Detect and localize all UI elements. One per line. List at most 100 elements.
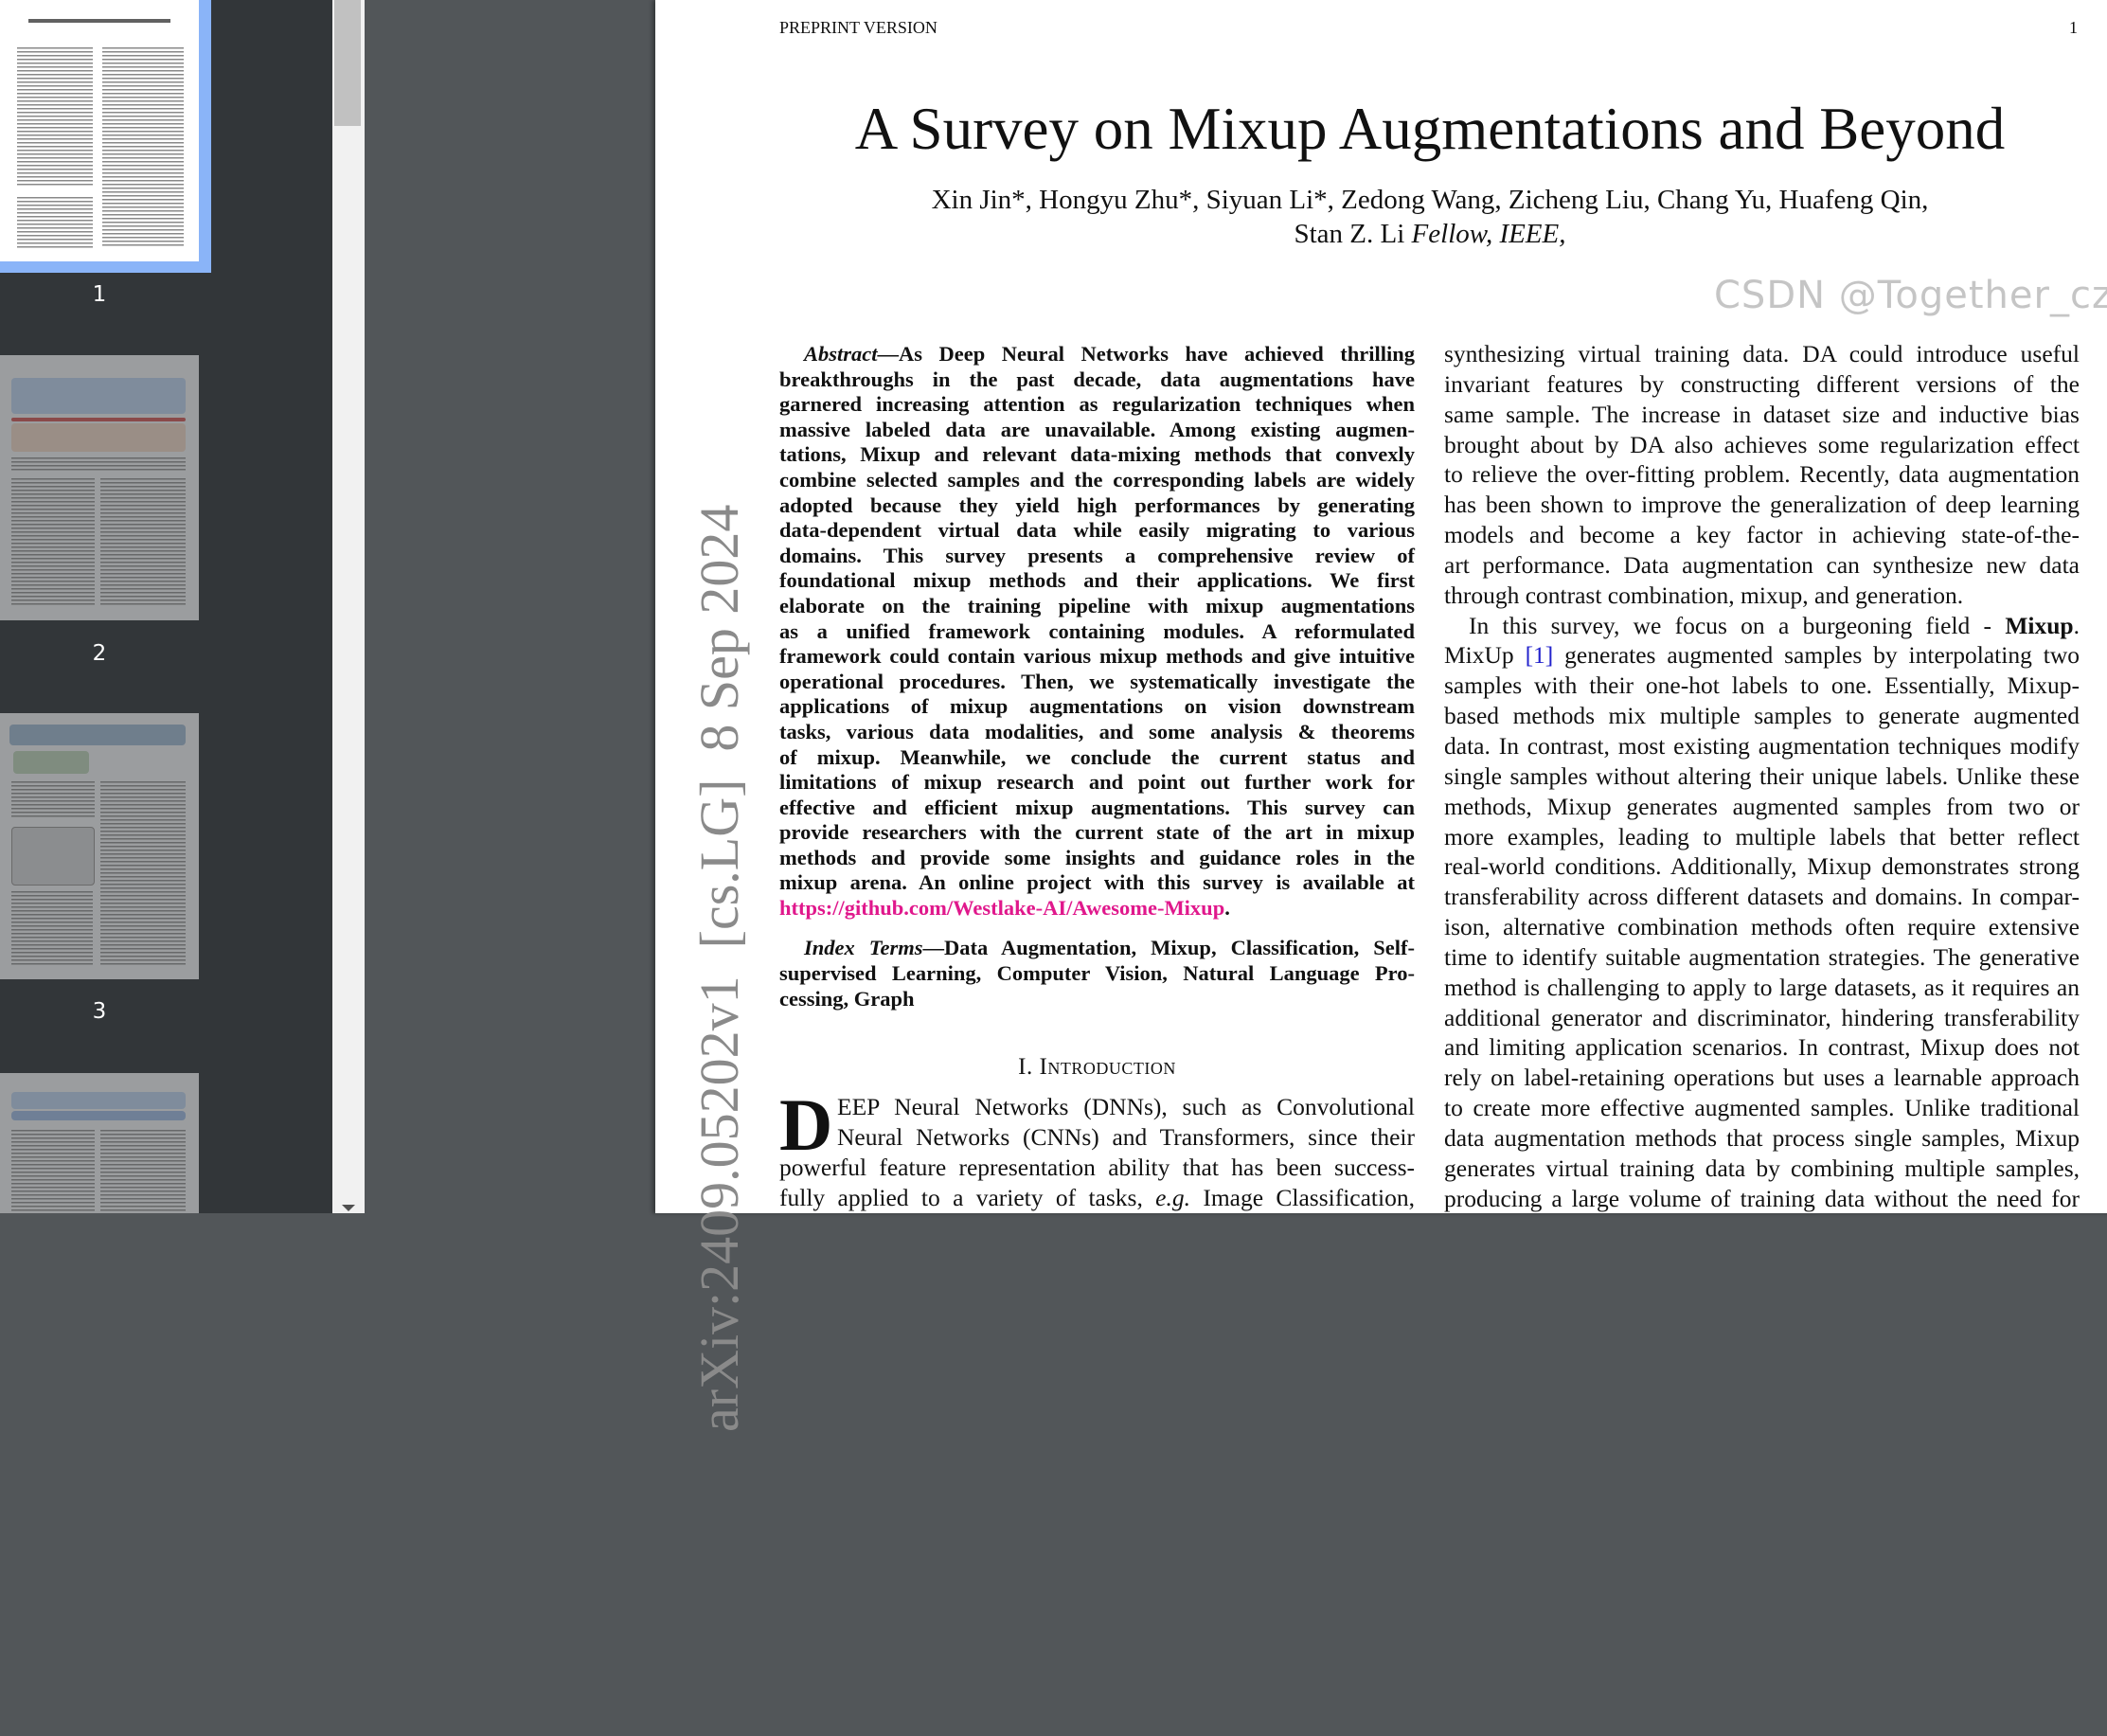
index-terms-text: —Data Augmentation, Mixup, Classificatio… <box>922 936 1416 959</box>
abstract-text: . <box>1224 896 1230 921</box>
index-terms-line: supervised Learning, Computer Vision, Na… <box>779 961 1415 985</box>
citation-link[interactable]: [1] <box>1525 641 1554 670</box>
abstract-line: effective and efficient mixup augmentati… <box>779 795 1415 819</box>
intro-line: EEP Neural Networks (DNNs), such as Conv… <box>837 1093 1415 1120</box>
abstract-line: limitations of mixup research and point … <box>779 770 1415 795</box>
body-line: In this survey, we focus on a burgeoning… <box>1444 611 2080 641</box>
abstract-line: provide researchers with the current sta… <box>779 820 1415 845</box>
intro-text-italic: e.g. <box>1155 1184 1190 1211</box>
abstract-line: tations, Mixup and relevant data-mixing … <box>779 442 1415 467</box>
intro-text: fully applied to a variety of tasks, <box>779 1184 1156 1211</box>
body-line: additional generator and discriminator, … <box>1444 1003 2080 1031</box>
index-terms: Index Terms—Data Augmentation, Mixup, Cl… <box>779 935 1415 1011</box>
body-line: to relieve the over-fitting problem. Rec… <box>1444 460 2080 489</box>
abstract: Abstract—As Deep Neural Networks have ac… <box>779 342 1415 922</box>
abstract-label: Abstract <box>804 342 878 366</box>
abstract-line: foundational mixup methods and their app… <box>779 568 1415 593</box>
body-line: data augmentation methods that process s… <box>1444 1123 2080 1152</box>
author-affiliation: Fellow, IEEE, <box>1411 219 1566 249</box>
abstract-line: breakthroughs in the past decade, data a… <box>779 367 1415 391</box>
thumbnail-label: 3 <box>92 999 107 1024</box>
abstract-line: domains. This survey presents a comprehe… <box>779 543 1415 567</box>
authors-line-1: Xin Jin*, Hongyu Zhu*, Siyuan Li*, Zedon… <box>931 185 1929 215</box>
body-text: MixUp <box>1444 641 1526 670</box>
abstract-line-group: breakthroughs in the past decade, data a… <box>779 367 1415 896</box>
intro-text: Image Classification, <box>1189 1184 1415 1211</box>
body-line: methods, Mixup generates augmented sampl… <box>1444 792 2080 820</box>
abstract-line: mixup arena. An online project with this… <box>779 870 1415 895</box>
body-line: rely on label-retaining operations but u… <box>1444 1064 2080 1092</box>
thumbnail-page-1[interactable] <box>0 0 199 261</box>
page-number: 1 <box>2069 18 2078 37</box>
sidebar-scrollbar[interactable] <box>332 0 365 1213</box>
scroll-down-arrow-icon[interactable] <box>342 1205 355 1211</box>
body-line: models and become a key factor in achiev… <box>1444 521 2080 549</box>
body-line: single samples without altering their un… <box>1444 761 2080 790</box>
right-column-text: synthesizing virtual training data. DA c… <box>1444 339 2080 1213</box>
body-line: to create more effective augmented sampl… <box>1444 1094 2080 1122</box>
abstract-line: methods and provide some insights and gu… <box>779 845 1415 869</box>
abstract-text: —As Deep Neural Networks have achieved t… <box>877 342 1415 366</box>
body-text: In this survey, we focus on a burgeoning… <box>1469 611 2006 639</box>
project-link[interactable]: https://github.com/Westlake-AI/Awesome-M… <box>779 896 1225 921</box>
paper-title: A Survey on Mixup Augmentations and Beyo… <box>854 96 2006 162</box>
abstract-line: applications of mixup augmentations on v… <box>779 694 1415 719</box>
body-line: samples with their one-hot labels to one… <box>1444 671 2080 700</box>
body-line: transferability across different dataset… <box>1444 883 2080 911</box>
body-line: and limiting application scenarios. In c… <box>1444 1033 2080 1062</box>
intro-line: Neural Networks (CNNs) and Transformers,… <box>837 1123 1415 1151</box>
thumbnail-sidebar: 1 2 3 <box>0 0 332 1213</box>
watermark: CSDN @Together_cz <box>1714 274 2107 317</box>
index-terms-line: cessing, Graph <box>779 987 915 1011</box>
body-text: generates augmented samples by interpola… <box>1553 641 2080 670</box>
abstract-line: garnered increasing attention as regular… <box>779 392 1415 417</box>
abstract-line: data-dependent virtual data while easily… <box>779 518 1415 543</box>
abstract-line: as a unified framework containing module… <box>779 618 1415 643</box>
body-line: real-world conditions. Additionally, Mix… <box>1444 852 2080 881</box>
body-line: ison, alternative combination methods of… <box>1444 913 2080 941</box>
abstract-line: framework could contain various mixup me… <box>779 644 1415 669</box>
abstract-line: elaborate on the training pipeline with … <box>779 593 1415 617</box>
thumbnail-page-4[interactable] <box>0 1073 199 1213</box>
abstract-line: tasks, various data modalities, and some… <box>779 719 1415 743</box>
body-line: invariant features by constructing diffe… <box>1444 369 2080 398</box>
body-line: same sample. The increase in dataset siz… <box>1444 400 2080 428</box>
body-line: based methods mix multiple samples to ge… <box>1444 702 2080 730</box>
abstract-line: massive labeled data are unavailable. Am… <box>779 417 1415 441</box>
thumbnail-label: 2 <box>92 641 107 666</box>
section-heading-introduction: I. Introduction <box>1018 1054 1176 1080</box>
body-line-group: synthesizing virtual training data. DA c… <box>1444 339 2080 611</box>
body-line: producing a large volume of training dat… <box>1444 1184 2080 1212</box>
body-line: more examples, leading to multiple label… <box>1444 822 2080 850</box>
body-line: synthesizing virtual training data. DA c… <box>1444 340 2080 367</box>
body-line: data. In contrast, most existing augment… <box>1444 731 2080 760</box>
arxiv-stamp: arXiv:2409.05202v1 [cs.LG] 8 Sep 2024 <box>688 505 750 1433</box>
scrollbar-thumb[interactable] <box>334 0 361 126</box>
abstract-line: operational procedures. Then, we systema… <box>779 669 1415 693</box>
body-line: brought about by DA also achieves some r… <box>1444 430 2080 458</box>
body-line: art performance. Data augmentation can s… <box>1444 550 2080 579</box>
thumbnail-page-2[interactable] <box>0 355 199 620</box>
authors: Xin Jin*, Hongyu Zhu*, Siyuan Li*, Zedon… <box>779 183 2080 251</box>
intro-line: powerful feature representation ability … <box>779 1154 1415 1181</box>
abstract-line: adopted because they yield high performa… <box>779 492 1415 517</box>
abstract-line: Abstract—As Deep Neural Networks have ac… <box>779 342 1415 367</box>
body-line: time to identify suitable augmentation s… <box>1444 942 2080 971</box>
pdf-page: PREPRINT VERSION 1 A Survey on Mixup Aug… <box>655 0 2107 1432</box>
body-text-bold: Mixup <box>2005 611 2074 639</box>
index-terms-line: Index Terms—Data Augmentation, Mixup, Cl… <box>779 935 1415 960</box>
intro-line: fully applied to a variety of tasks, e.g… <box>779 1183 1415 1213</box>
body-line: method is challenging to apply to large … <box>1444 973 2080 1001</box>
body-line: through contrast combination, mixup, and… <box>1444 581 1964 609</box>
index-terms-label: Index Terms <box>804 936 923 959</box>
body-line-group: samples with their one-hot labels to one… <box>1444 671 2080 1213</box>
introduction-text: D EEP Neural Networks (DNNs), such as Co… <box>779 1083 1415 1213</box>
running-head: PREPRINT VERSION <box>779 18 937 37</box>
body-line: MixUp [1] generates augmented samples by… <box>1444 640 2080 671</box>
thumbnail-page-3[interactable] <box>0 713 199 979</box>
body-line: generates virtual training data by combi… <box>1444 1154 2080 1182</box>
body-line: has been shown to improve the generaliza… <box>1444 491 2080 519</box>
drop-cap: D <box>779 1083 833 1166</box>
abstract-line: combine selected samples and the corresp… <box>779 467 1415 492</box>
index-terms-line-group: supervised Learning, Computer Vision, Na… <box>779 960 1415 1011</box>
